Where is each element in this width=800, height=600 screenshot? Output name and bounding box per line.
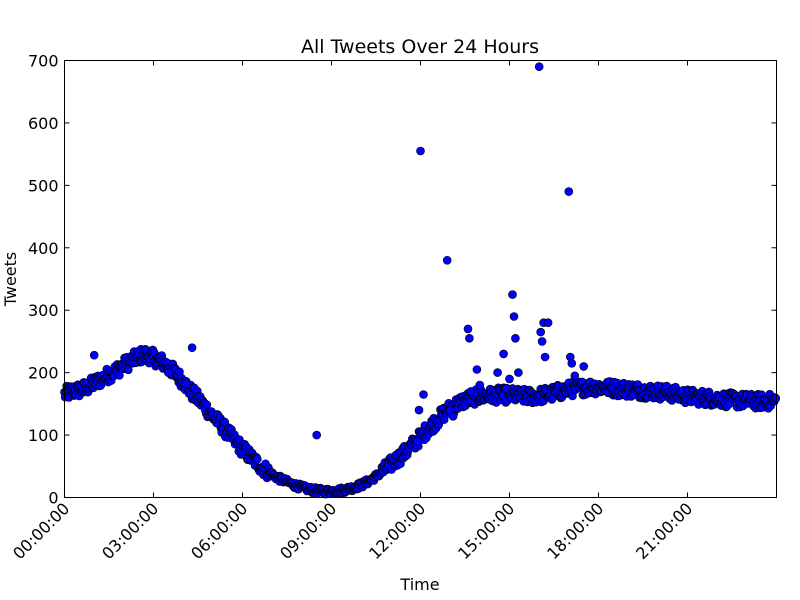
chart-title: All Tweets Over 24 Hours [301, 36, 539, 58]
data-point-outlier [472, 365, 482, 374]
data-point-outlier [312, 430, 322, 440]
x-tick-label: 03:00:00 [98, 499, 162, 563]
x-tick-label: 18:00:00 [543, 499, 607, 563]
x-tick-label: 06:00:00 [187, 499, 251, 563]
data-point-outlier [543, 318, 553, 328]
data-point-outlier [413, 436, 422, 446]
y-tick-label: 700 [28, 52, 59, 71]
y-tick-label: 200 [28, 364, 59, 383]
data-point-outlier [164, 368, 173, 377]
data-point-outlier [181, 379, 191, 389]
data-point [252, 454, 262, 464]
y-axis: 0 100 200 300 400 500 600 700 [28, 52, 777, 508]
data-point-outlier [579, 362, 589, 371]
data-point-outlier [416, 146, 425, 156]
data-point-outlier [502, 383, 511, 393]
x-tick-label: 00:00:00 [9, 499, 73, 563]
data-point-outlier [536, 327, 546, 337]
data-point-outlier [499, 349, 508, 359]
data-point-outlier [508, 290, 517, 299]
data-point-outlier [564, 187, 574, 196]
data-point-outlier [463, 324, 473, 334]
data-point-outlier [509, 312, 519, 321]
y-tick-label: 600 [28, 114, 59, 133]
data-point-outlier [493, 368, 502, 377]
y-tick-label: 100 [28, 426, 59, 445]
data-point-outlier [187, 343, 197, 353]
y-tick-label: 300 [28, 301, 59, 320]
x-tick-label: 12:00:00 [365, 499, 429, 563]
x-tick-label: 15:00:00 [454, 499, 518, 563]
data-point-outlier [465, 333, 474, 343]
x-tick-label: 21:00:00 [632, 499, 696, 563]
data-point-outlier [570, 371, 580, 381]
data-points [60, 62, 781, 499]
data-point-outlier [414, 405, 424, 415]
data-point-outlier [475, 380, 485, 390]
data-point-outlier [419, 390, 428, 399]
data-point-outlier [466, 387, 476, 396]
data-point [771, 394, 781, 403]
data-point-outlier [540, 352, 550, 362]
y-tick-label: 0 [48, 489, 58, 508]
data-point-outlier [534, 62, 544, 71]
data-point-outlier [442, 255, 452, 265]
y-axis-label: Tweets [1, 252, 20, 308]
data-point-outlier [505, 374, 514, 384]
data-point-outlier [89, 350, 99, 360]
data-point-outlier [448, 411, 458, 421]
y-tick-label: 500 [28, 176, 59, 195]
data-point-outlier [511, 333, 520, 343]
y-tick-label: 400 [28, 239, 59, 258]
data-point-outlier [514, 368, 523, 377]
x-axis-label: Time [399, 575, 439, 594]
x-tick-label: 09:00:00 [276, 499, 340, 563]
data-point-outlier [537, 337, 547, 346]
data-point-outlier [567, 358, 577, 368]
